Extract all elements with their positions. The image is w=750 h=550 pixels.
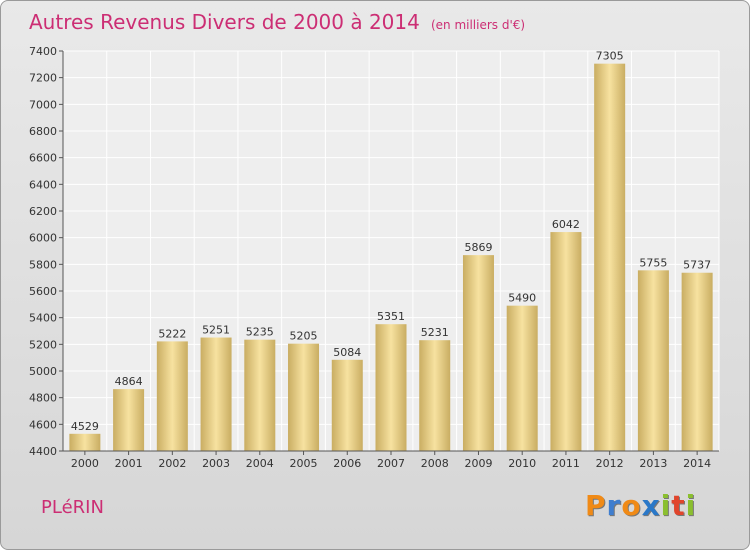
y-tick-label: 5200 <box>29 338 57 351</box>
y-tick-label: 5400 <box>29 312 57 325</box>
bar-2000 <box>69 433 101 451</box>
y-tick-label: 6800 <box>29 125 57 138</box>
x-tick-label: 2012 <box>596 457 624 470</box>
logo-letter: t <box>671 489 686 522</box>
chart-subtitle: (en milliers d'€) <box>430 18 526 32</box>
logo-letter: P <box>585 489 607 522</box>
chart-title-text: Autres Revenus Divers de 2000 à 2014 <box>29 10 420 34</box>
bar-2007 <box>375 324 407 451</box>
x-tick-label: 2009 <box>464 457 492 470</box>
bar-value-label: 5231 <box>421 326 449 339</box>
y-tick-label: 6400 <box>29 178 57 191</box>
x-tick-label: 2000 <box>71 457 99 470</box>
bar-value-label: 5490 <box>508 292 536 305</box>
y-tick-label: 5000 <box>29 365 57 378</box>
bar-value-label: 5737 <box>683 259 711 272</box>
bar-value-label: 5084 <box>333 346 361 359</box>
bar-2004 <box>244 339 276 451</box>
x-tick-label: 2007 <box>377 457 405 470</box>
x-tick-label: 2014 <box>683 457 711 470</box>
y-tick-label: 6200 <box>29 205 57 218</box>
bar-value-label: 6042 <box>552 218 580 231</box>
y-tick-label: 4800 <box>29 392 57 405</box>
bar-2005 <box>288 343 320 451</box>
logo-letter: o <box>621 489 642 522</box>
y-tick-label: 4400 <box>29 445 57 458</box>
y-tick-label: 6600 <box>29 152 57 165</box>
x-tick-label: 2005 <box>290 457 318 470</box>
bar-value-label: 5351 <box>377 310 405 323</box>
x-tick-label: 2013 <box>639 457 667 470</box>
logo-letter: i <box>660 489 672 522</box>
x-tick-label: 2010 <box>508 457 536 470</box>
bar-2003 <box>200 337 232 451</box>
y-tick-label: 4600 <box>29 418 57 431</box>
bar-value-label: 5251 <box>202 324 230 337</box>
chart-title: Autres Revenus Divers de 2000 à 2014 (en… <box>29 10 525 34</box>
bar-value-label: 7305 <box>596 50 624 63</box>
x-tick-label: 2011 <box>552 457 580 470</box>
bar-2011 <box>550 232 582 451</box>
y-tick-label: 5600 <box>29 285 57 298</box>
bar-value-label: 5869 <box>464 241 492 254</box>
bar-2014 <box>681 272 713 451</box>
y-tick-label: 7200 <box>29 72 57 85</box>
bar-2009 <box>462 255 494 451</box>
x-tick-label: 2004 <box>246 457 274 470</box>
y-tick-label: 6000 <box>29 232 57 245</box>
bar-2012 <box>594 63 626 452</box>
bar-value-label: 5222 <box>158 327 186 340</box>
bar-2013 <box>637 270 669 451</box>
bars: 4529 4864 5222 5251 5235 5205 5084 5351 5231 5869… <box>69 50 713 452</box>
x-tick-label: 2003 <box>202 457 230 470</box>
x-tick-label: 2001 <box>115 457 143 470</box>
bar-2008 <box>419 340 451 451</box>
bar-value-label: 5755 <box>639 256 667 269</box>
x-tick-label: 2008 <box>421 457 449 470</box>
bar-value-label: 5235 <box>246 326 274 339</box>
y-tick-label: 5800 <box>29 258 57 271</box>
bar-value-label: 4529 <box>71 420 99 433</box>
bar-2006 <box>331 359 363 451</box>
y-tick-label: 7000 <box>29 98 57 111</box>
x-tick-label: 2002 <box>158 457 186 470</box>
city-label: PLéRIN <box>41 497 104 518</box>
y-tick-label: 7400 <box>29 45 57 58</box>
bar-2002 <box>156 341 188 451</box>
logo-letter: x <box>641 489 661 522</box>
bar-2001 <box>113 389 145 451</box>
logo-letter: i <box>685 489 697 522</box>
x-tick-label: 2006 <box>333 457 361 470</box>
bar-value-label: 4864 <box>115 375 143 388</box>
bar-value-label: 5205 <box>290 330 318 343</box>
axes: 4400 4600 4800 5000 5200 5400 5600 5800 6000 6200… <box>29 45 719 470</box>
proxiti-logo: Proxiti <box>585 489 696 522</box>
bar-2010 <box>506 305 538 451</box>
logo-letter: r <box>606 489 622 522</box>
